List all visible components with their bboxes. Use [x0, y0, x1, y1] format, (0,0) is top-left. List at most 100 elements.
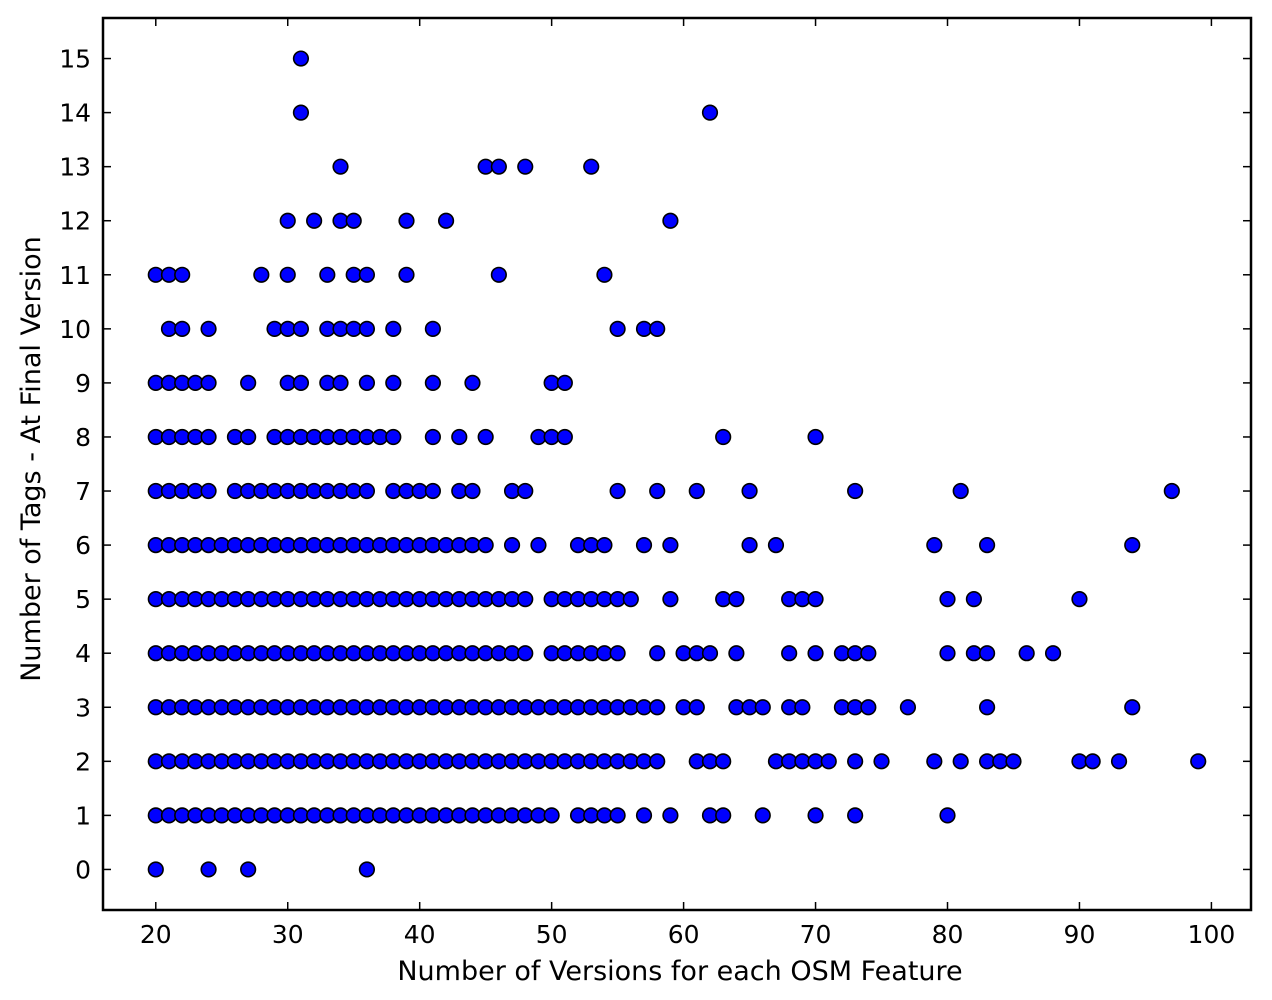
data-point — [1163, 482, 1180, 500]
data-point — [807, 591, 824, 608]
y-tick-label: 5 — [75, 585, 91, 614]
data-point — [899, 699, 917, 716]
data-point — [1124, 536, 1141, 554]
data-point — [424, 320, 441, 337]
x-tick-label: 100 — [1188, 920, 1236, 949]
data-point — [358, 861, 376, 878]
data-point — [649, 645, 666, 662]
data-point — [490, 266, 507, 283]
data-point — [1110, 753, 1128, 770]
data-point — [358, 266, 376, 283]
data-point — [1124, 699, 1141, 716]
data-point — [978, 645, 996, 662]
data-point — [728, 591, 745, 608]
data-point — [332, 158, 349, 175]
x-tick-label: 50 — [536, 920, 568, 949]
y-axis-label: Number of Tags - At Final Version — [16, 236, 47, 682]
data-point — [926, 753, 943, 770]
data-point — [609, 482, 626, 500]
y-tick-label: 15 — [59, 45, 91, 74]
x-tick-label: 90 — [1064, 920, 1096, 949]
y-tick-label: 6 — [75, 531, 91, 560]
data-points — [147, 50, 1207, 878]
data-point — [345, 212, 362, 229]
data-point — [292, 104, 310, 121]
data-point — [240, 861, 257, 878]
y-tick-label: 3 — [75, 693, 91, 722]
data-point — [530, 536, 547, 554]
data-point — [754, 699, 771, 716]
y-tick-label: 9 — [75, 369, 91, 398]
y-tick-label: 14 — [59, 99, 91, 128]
data-point — [596, 266, 613, 283]
data-point — [701, 104, 719, 121]
data-point — [385, 320, 402, 337]
data-point — [820, 753, 837, 770]
data-point — [147, 861, 164, 878]
x-tick-label: 70 — [800, 920, 832, 949]
data-point — [279, 212, 296, 229]
data-point — [978, 699, 996, 716]
data-point — [781, 645, 798, 662]
data-point — [609, 645, 626, 662]
data-point — [952, 753, 969, 770]
data-point — [424, 428, 441, 446]
data-point — [556, 374, 573, 392]
data-point — [741, 536, 758, 554]
data-point — [754, 807, 771, 824]
data-point — [200, 374, 217, 392]
y-tick-label: 1 — [75, 801, 91, 830]
data-point — [741, 482, 758, 500]
data-point — [319, 266, 336, 283]
data-point — [596, 536, 613, 554]
y-tick-label: 2 — [75, 747, 91, 776]
x-tick-label: 40 — [404, 920, 436, 949]
data-point — [385, 374, 402, 392]
x-tick-label: 80 — [932, 920, 964, 949]
data-point — [873, 753, 890, 770]
data-point — [939, 591, 956, 608]
data-point — [200, 861, 217, 878]
data-point — [847, 482, 864, 500]
y-tick-label: 11 — [59, 261, 91, 290]
data-point — [200, 428, 217, 446]
data-point — [358, 320, 376, 337]
data-point — [688, 699, 705, 716]
data-point — [1084, 753, 1101, 770]
data-point — [649, 699, 666, 716]
data-point — [583, 158, 600, 175]
y-tick-label: 7 — [75, 477, 91, 506]
data-point — [517, 482, 534, 500]
data-point — [477, 536, 494, 554]
data-point — [662, 212, 679, 229]
data-point — [292, 320, 310, 337]
data-point — [517, 158, 534, 175]
data-point — [926, 536, 943, 554]
data-point — [847, 807, 864, 824]
data-point — [424, 482, 441, 500]
data-point — [490, 158, 507, 175]
data-point — [240, 428, 257, 446]
data-point — [437, 212, 455, 229]
data-point — [635, 807, 653, 824]
y-tick-label: 13 — [59, 153, 91, 182]
data-point — [332, 374, 349, 392]
data-point — [978, 536, 996, 554]
y-tick-label: 0 — [75, 855, 91, 884]
y-tick-label: 10 — [59, 315, 91, 344]
data-point — [649, 320, 666, 337]
data-point — [464, 374, 481, 392]
data-point — [622, 591, 639, 608]
data-point — [292, 374, 310, 392]
data-point — [1071, 591, 1088, 608]
data-point — [477, 428, 494, 446]
data-point — [279, 266, 296, 283]
data-point — [385, 428, 402, 446]
data-point — [358, 374, 376, 392]
data-point — [464, 482, 481, 500]
data-point — [174, 266, 191, 283]
data-point — [543, 807, 560, 824]
data-point — [1190, 753, 1207, 770]
data-point — [715, 807, 732, 824]
